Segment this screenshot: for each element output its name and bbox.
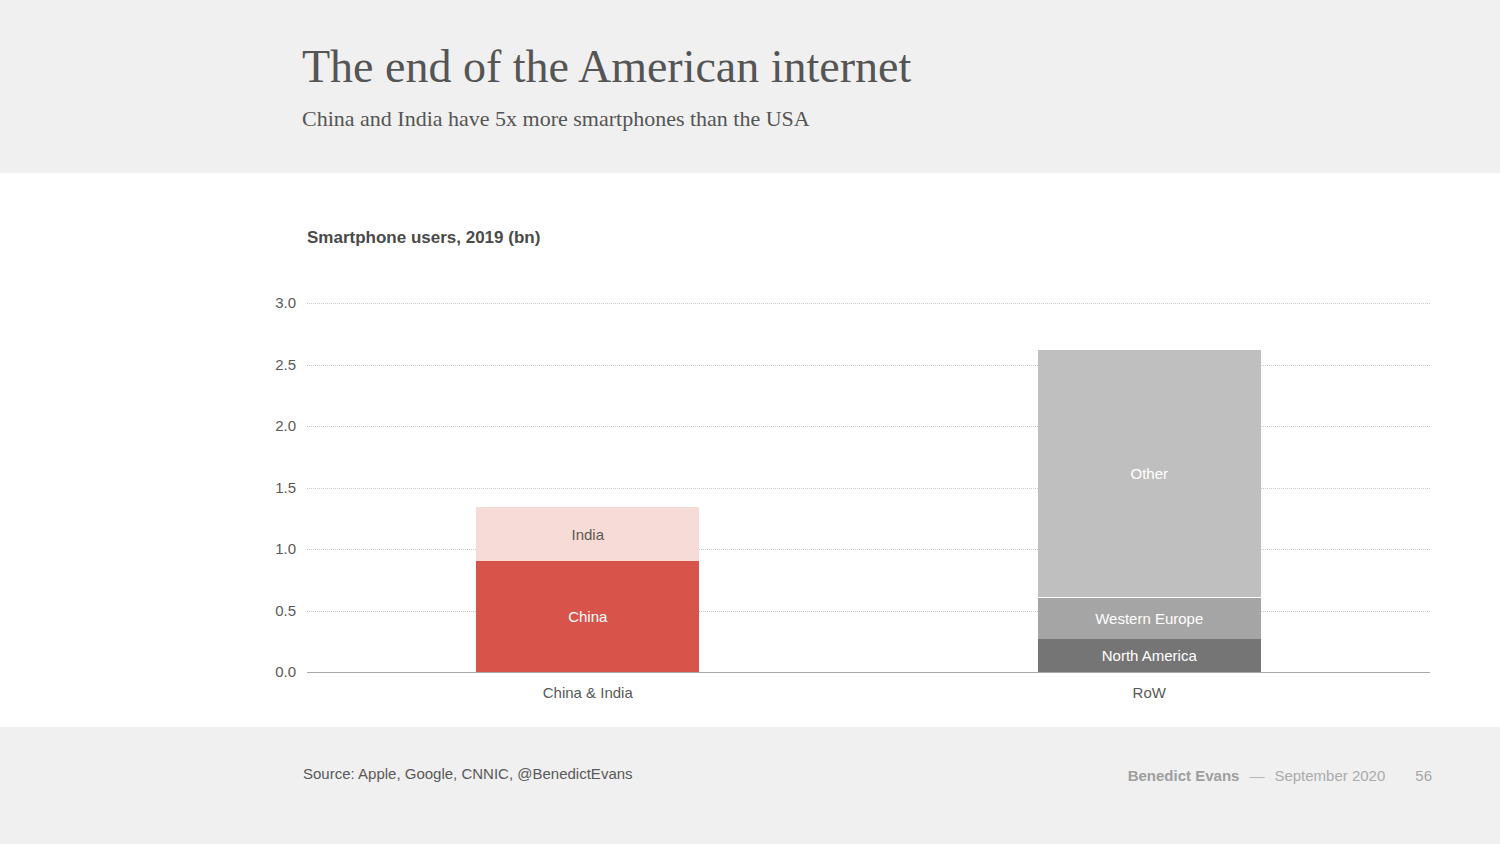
x-category-label-row: RoW (999, 684, 1299, 701)
bar-segment-north-america: North America (1038, 639, 1261, 672)
y-tick-label-3.0: 3.0 (236, 294, 296, 312)
gridline-1.5 (307, 488, 1430, 489)
author-name: Benedict Evans (1128, 767, 1240, 784)
y-tick-label-1.5: 1.5 (236, 479, 296, 497)
credit-separator: — (1249, 767, 1264, 784)
bar-segment-india: India (476, 506, 699, 561)
slide-footer: Source: Apple, Google, CNNIC, @BenedictE… (0, 727, 1500, 844)
gridline-2.0 (307, 426, 1430, 427)
bar-segment-china: China (476, 561, 699, 672)
x-axis-line (307, 672, 1430, 673)
author-credit: Benedict Evans — September 2020 56 (1128, 767, 1432, 784)
chart-title: Smartphone users, 2019 (bn) (307, 228, 540, 248)
slide-subtitle: China and India have 5x more smartphones… (302, 106, 810, 132)
y-tick-label-0.0: 0.0 (236, 663, 296, 681)
x-category-label-china-india: China & India (438, 684, 738, 701)
bar-segment-other: Other (1038, 349, 1261, 597)
credit-date: September 2020 (1274, 767, 1385, 784)
source-note: Source: Apple, Google, CNNIC, @BenedictE… (303, 765, 633, 782)
y-tick-label-0.5: 0.5 (236, 602, 296, 620)
y-tick-label-2.0: 2.0 (236, 417, 296, 435)
slide-title: The end of the American internet (302, 40, 911, 93)
slide-header: The end of the American internet China a… (0, 0, 1500, 173)
bar-segment-western-europe: Western Europe (1038, 597, 1261, 639)
y-tick-label-2.5: 2.5 (236, 356, 296, 374)
slide: The end of the American internet China a… (0, 0, 1500, 844)
y-tick-label-1.0: 1.0 (236, 540, 296, 558)
gridline-2.5 (307, 365, 1430, 366)
gridline-3.0 (307, 303, 1430, 304)
page-number: 56 (1415, 767, 1432, 784)
